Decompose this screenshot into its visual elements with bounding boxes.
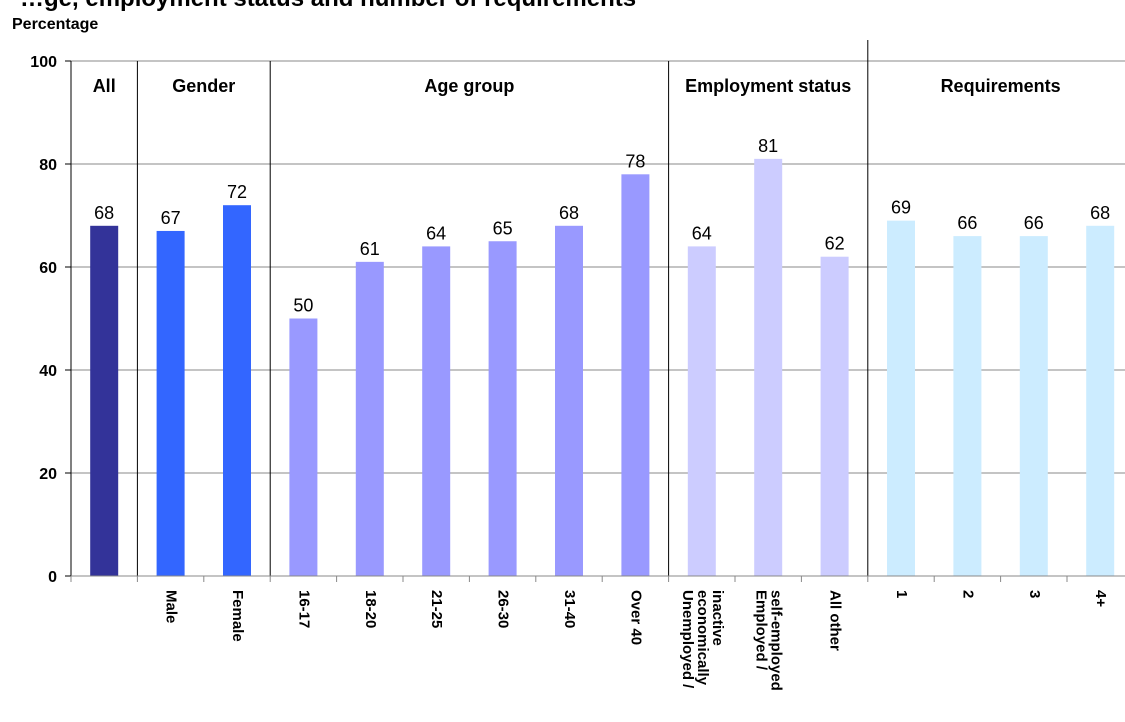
category-label: 18-20: [362, 590, 379, 628]
chart-title: …ge, employment status and number of req…: [20, 0, 636, 13]
category-label: inactive: [709, 590, 726, 646]
bar: [621, 174, 650, 577]
category-label: Male: [163, 590, 180, 623]
group-header: Gender: [172, 76, 235, 96]
data-label: 64: [692, 223, 712, 243]
category-label: 3: [1026, 590, 1043, 598]
category-label: 4+: [1092, 590, 1109, 607]
bar: [555, 225, 583, 577]
category-label: Female: [229, 590, 246, 642]
category-label: self-employed: [768, 590, 785, 691]
y-axis-label: Percentage: [12, 16, 99, 33]
y-tick-label: 0: [48, 569, 57, 586]
chart-title-clip: …ge, employment status and number of req…: [0, 0, 1125, 14]
bar: [355, 261, 384, 576]
data-label: 68: [559, 203, 579, 223]
data-label: 64: [426, 223, 446, 243]
category-label: 21-25: [428, 590, 445, 628]
category-label: Employed /: [753, 590, 770, 671]
data-label: 50: [293, 296, 313, 316]
category-label: 16-17: [295, 590, 312, 628]
group-header: Employment status: [685, 76, 851, 96]
category-label: economically: [694, 590, 711, 686]
category-label: 1: [893, 590, 910, 598]
bar: [422, 246, 451, 576]
bar: [687, 246, 716, 576]
group-header: All: [93, 76, 116, 96]
y-tick-label: 20: [39, 466, 57, 483]
y-tick-label: 80: [39, 157, 57, 174]
y-tick-label: 100: [30, 54, 57, 71]
bar: [754, 158, 783, 576]
bar: [223, 205, 251, 576]
category-label: 2: [959, 590, 976, 598]
group-header: Age group: [424, 76, 514, 96]
bar: [820, 256, 849, 576]
data-label: 65: [493, 218, 513, 238]
data-label: 69: [891, 198, 911, 218]
data-label: 67: [161, 208, 181, 228]
group-header: Requirements: [941, 76, 1061, 96]
data-label: 61: [360, 239, 380, 259]
data-label: 81: [758, 136, 778, 156]
category-label: Unemployed /: [679, 590, 696, 689]
category-label: All other: [827, 590, 844, 651]
bar: [953, 236, 982, 576]
data-label: 62: [825, 234, 845, 254]
y-tick-label: 40: [39, 363, 57, 380]
data-label: 66: [957, 213, 977, 233]
bar: [156, 230, 185, 576]
y-tick-label: 60: [39, 260, 57, 277]
data-label: 68: [94, 203, 114, 223]
bar: [488, 241, 517, 576]
data-label: 68: [1090, 203, 1110, 223]
category-label: Over 40: [627, 590, 644, 645]
data-label: 78: [625, 151, 645, 171]
category-label: 31-40: [561, 590, 578, 628]
category-label: 26-30: [495, 590, 512, 628]
data-label: 72: [227, 182, 247, 202]
bar: [887, 220, 915, 576]
bar: [1086, 225, 1115, 577]
bar: [289, 318, 318, 576]
data-label: 66: [1024, 213, 1044, 233]
bar: [90, 225, 119, 577]
bar: [1019, 236, 1048, 576]
